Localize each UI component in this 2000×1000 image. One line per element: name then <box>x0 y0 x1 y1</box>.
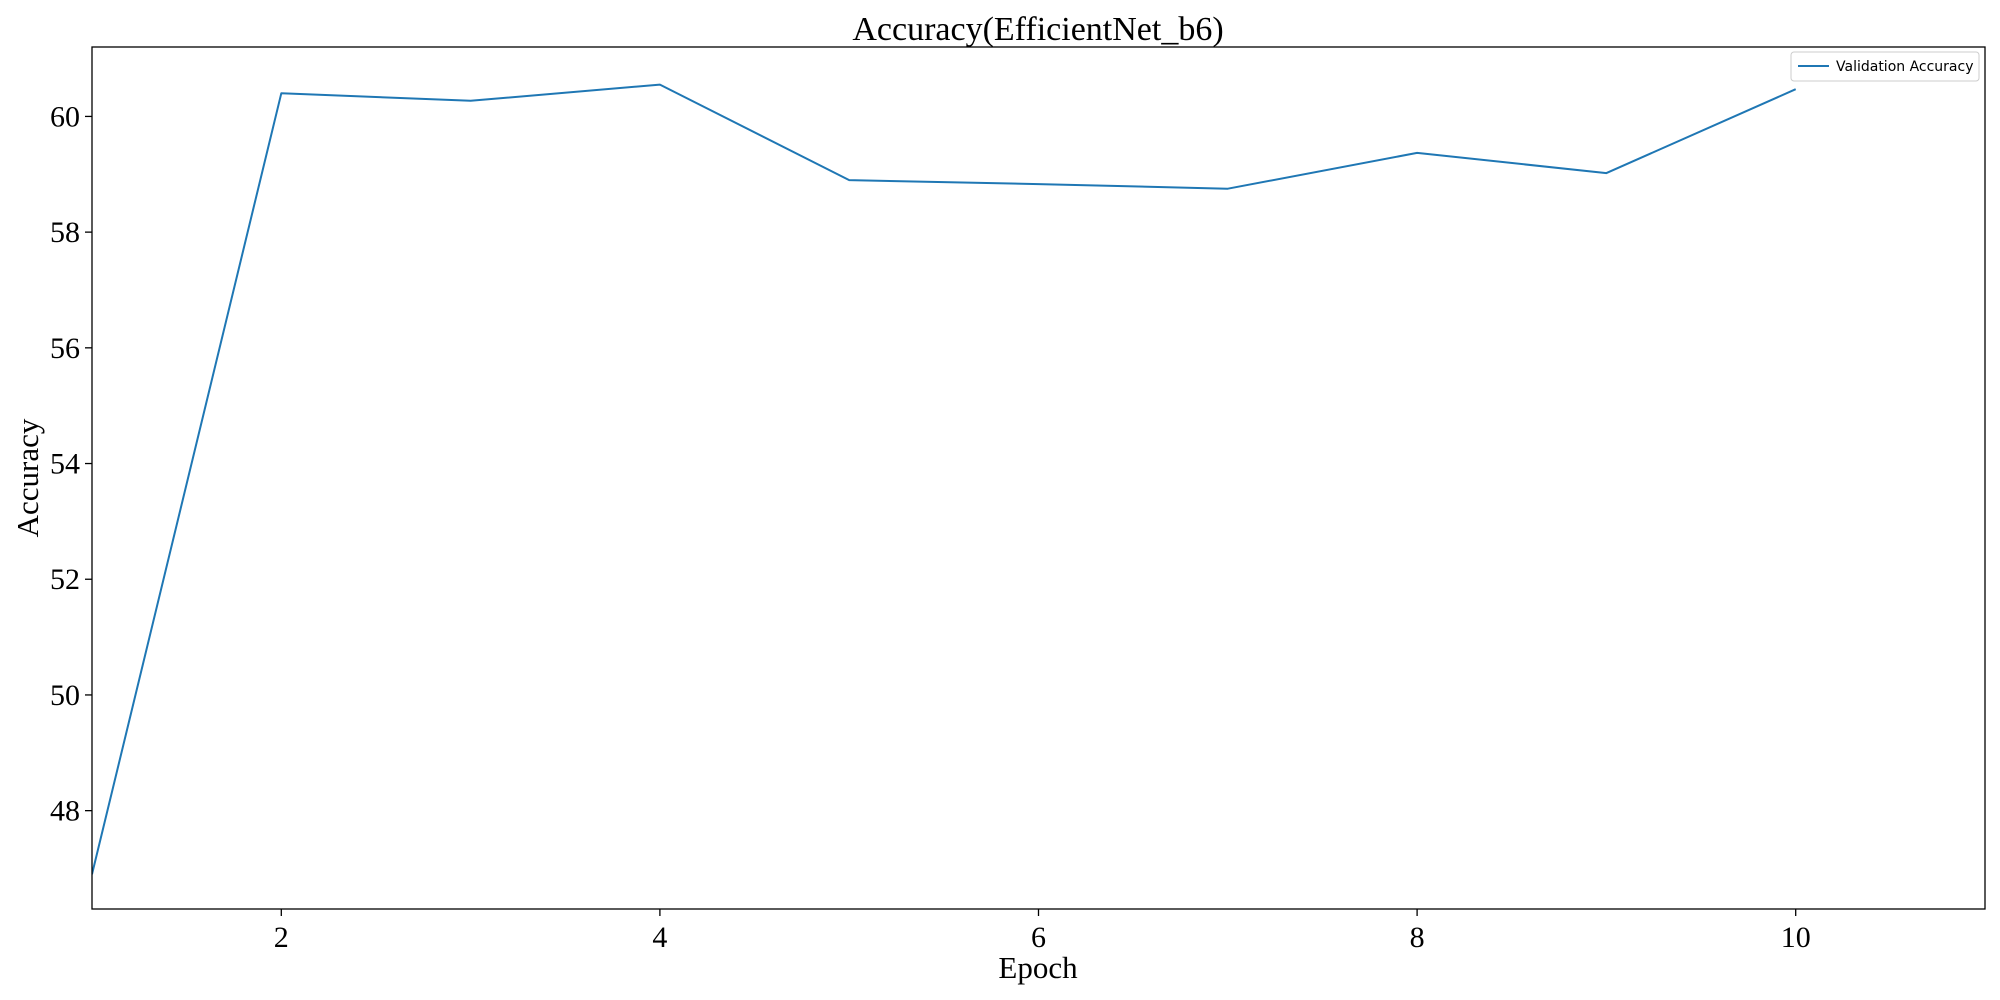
y-tick-label: 52 <box>50 563 80 596</box>
y-tick-label: 50 <box>50 679 80 712</box>
x-tick-label: 10 <box>1781 921 1811 954</box>
y-tick-label: 54 <box>50 448 80 481</box>
y-axis: 48 50 52 54 56 58 60 <box>50 100 92 828</box>
legend-label: Validation Accuracy <box>1836 59 1974 75</box>
x-tick-label: 4 <box>652 921 667 954</box>
x-tick-label: 8 <box>1410 921 1425 954</box>
y-tick-label: 60 <box>50 100 80 133</box>
x-axis: 2 4 6 8 10 <box>274 909 1811 954</box>
x-tick-label: 6 <box>1031 921 1046 954</box>
x-axis-label: Epoch <box>998 950 1078 985</box>
y-axis-label: Accuracy <box>10 418 45 537</box>
plot-frame <box>91 46 1986 910</box>
plot-area <box>92 83 1797 875</box>
chart-title: Accuracy(EfficientNet_b6) <box>852 11 1223 48</box>
legend: Validation Accuracy <box>1790 51 1980 82</box>
legend-box <box>1790 51 1980 82</box>
y-tick-label: 58 <box>50 216 80 249</box>
y-tick-label: 56 <box>50 332 80 365</box>
x-tick-label: 2 <box>274 921 289 954</box>
series-line-validation-accuracy <box>92 83 1797 875</box>
y-tick-label: 48 <box>50 795 80 828</box>
